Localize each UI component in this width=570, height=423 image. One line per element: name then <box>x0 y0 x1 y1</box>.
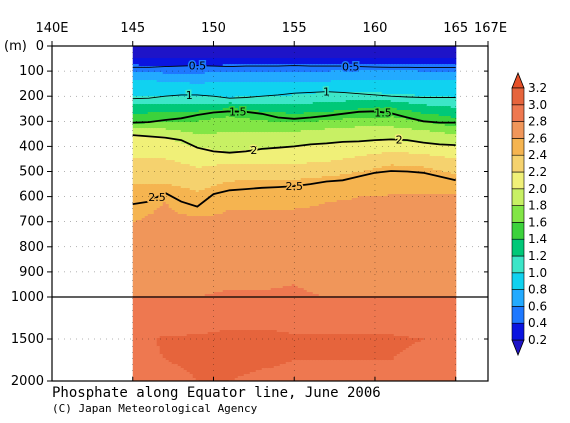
chart-title: Phosphate along Equator line, June 2006 <box>52 385 381 401</box>
contour-label: 1 <box>323 86 330 99</box>
y-tick-label: 200 <box>19 89 44 104</box>
chart-credit: (C) Japan Meteorological Agency <box>52 402 258 415</box>
contour-label: 0.5 <box>342 60 360 73</box>
y-tick-label: 1000 <box>11 290 44 305</box>
colorbar-swatch <box>511 87 525 106</box>
contour-lines <box>132 65 456 208</box>
colorbar-swatch <box>511 138 525 156</box>
colorbar-swatch <box>511 255 525 274</box>
contour-labels: 0.5 0.5 1 1 1.5 1.5 2 2 2.5 2.5 <box>147 58 404 206</box>
y-tick-label: 800 <box>19 240 44 255</box>
colorbar-tick-label: 1.2 <box>528 249 547 263</box>
colorbar: 0.2 0.4 0.6 0.8 1.0 1.2 1.4 1.6 1.8 2.0 2.2 2.4 2.6 2… <box>511 71 547 357</box>
concentration-fill <box>132 46 457 381</box>
contour-label: 0.5 <box>189 60 207 73</box>
colorbar-over-arrow <box>511 71 525 89</box>
contour-label: 2.5 <box>285 180 303 193</box>
colorbar-swatch <box>511 322 525 341</box>
colorbar-tick-label: 3.0 <box>528 98 547 112</box>
colorbar-swatch <box>511 104 525 122</box>
colorbar-tick-label: 0.8 <box>528 283 547 297</box>
contour-label: 1 <box>186 89 193 102</box>
x-tick-label: 160 <box>363 21 388 36</box>
y-tick-label: 100 <box>19 64 44 79</box>
y-tick-label: 2000 <box>11 374 44 389</box>
colorbar-tick-label: 1.6 <box>528 215 547 229</box>
colorbar-swatch <box>511 121 525 139</box>
y-tick-label: 0 <box>36 39 44 54</box>
contour-label: 1.5 <box>374 106 392 119</box>
x-tick-label: 145 <box>120 21 145 36</box>
colorbar-tick-label: 3.2 <box>528 81 547 95</box>
colorbar-tick-label: 2.2 <box>528 165 547 179</box>
y-unit-label: (m) <box>4 39 27 54</box>
colorbar-under-arrow <box>511 339 525 357</box>
y-tick-label: 400 <box>19 139 44 154</box>
colorbar-tick-label: 1.8 <box>528 199 547 213</box>
y-tick-label: 1500 <box>11 332 44 347</box>
y-tick-label: 300 <box>19 114 44 129</box>
isoline-2-5 <box>132 170 456 208</box>
colorbar-tick-label: 1.4 <box>528 232 547 246</box>
contour-label: 2 <box>250 144 257 157</box>
y-tick-label: 500 <box>19 165 44 180</box>
colorbar-tick-label: 2.6 <box>528 131 547 145</box>
contour-label: 2 <box>396 134 403 147</box>
axes: 140E 145 150 155 160 165 167E 100 200 300 400 500 60… <box>4 21 507 389</box>
x-tick-label: 150 <box>201 21 226 36</box>
colorbar-tick-label: 2.8 <box>528 115 547 129</box>
colorbar-tick-label: 0.6 <box>528 299 547 313</box>
x-tick-label: 140E <box>35 21 68 36</box>
colorbar-tick-label: 0.2 <box>528 333 547 347</box>
y-tick-label: 600 <box>19 190 44 205</box>
colorbar-swatch <box>511 222 525 240</box>
plot-frame <box>51 45 489 382</box>
y-tick-label: 900 <box>19 265 44 280</box>
colorbar-swatch <box>511 188 525 206</box>
y-tick-label: 700 <box>19 215 44 230</box>
isoline-1 <box>132 91 456 100</box>
contour-label: 2.5 <box>148 191 166 204</box>
colorbar-tick-label: 2.4 <box>528 148 547 162</box>
colorbar-swatch <box>511 171 525 190</box>
colorbar-swatch <box>511 238 525 257</box>
colorbar-tick-label: 2.0 <box>528 182 547 196</box>
isoline-2 <box>132 134 456 154</box>
colorbar-tick-label: 0.4 <box>528 316 547 330</box>
colorbar-tick-label: 1.0 <box>528 266 547 280</box>
colorbar-swatch <box>511 306 525 324</box>
contour-label: 1.5 <box>229 106 247 119</box>
x-tick-label: 167E <box>474 21 507 36</box>
colorbar-swatch <box>511 272 525 290</box>
x-tick-label: 165 <box>443 21 468 36</box>
isoline-0-5 <box>132 65 456 69</box>
colorbar-swatch <box>511 154 525 173</box>
colorbar-swatch <box>511 205 525 223</box>
colorbar-swatch <box>511 289 525 307</box>
x-tick-label: 155 <box>282 21 307 36</box>
